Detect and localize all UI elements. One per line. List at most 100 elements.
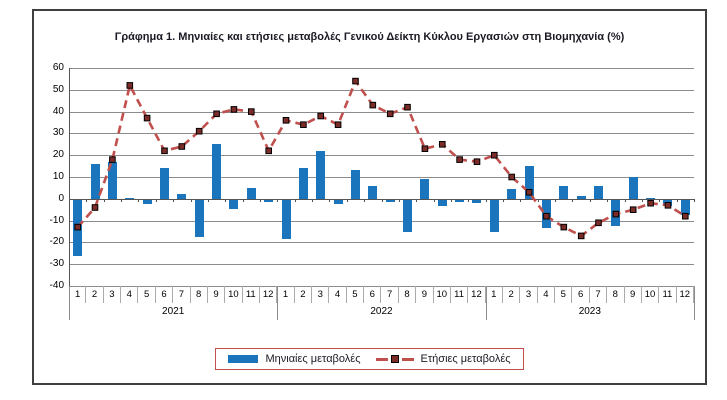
gridline [69,286,694,287]
axis-tick [225,198,227,202]
month-tick-label: 8 [399,286,417,303]
month-tick-label: 8 [607,286,625,303]
monthly-change-bar [646,197,656,199]
monthly-change-bar [437,199,447,207]
month-tick-label: 7 [173,286,191,303]
gridline [69,155,694,157]
axis-tick [207,198,209,202]
axis-tick [398,198,400,202]
axis-tick [485,198,487,202]
y-axis-tick-label: 60 [52,62,64,73]
month-tick-label: 4 [538,286,556,303]
axis-tick [659,198,661,202]
axis-tick [86,198,88,202]
y-axis-tick-label: 20 [52,149,64,161]
month-tick-label: 5 [138,286,156,303]
gridline [69,89,694,91]
annual-change-marker [421,145,429,153]
axis-tick [520,198,522,202]
axis-tick [641,198,643,202]
axis-tick [103,198,105,202]
axis-tick [364,198,366,202]
annual-change-marker [143,114,151,122]
monthly-change-bar [628,177,638,199]
month-tick-label: 7 [590,286,608,303]
annual-change-marker [629,206,637,213]
year-tick-label: 2022 [370,306,393,317]
monthly-change-bar [576,195,586,199]
monthly-change-bar [107,161,117,199]
monthly-change-bar [472,199,482,204]
monthly-change-bar [264,199,274,202]
annual-change-marker [369,101,377,109]
axis-tick [607,198,609,202]
annual-change-marker [334,121,342,129]
month-tick-label: 12 [468,286,486,303]
gridline [69,264,694,266]
year-separator-line [694,286,695,320]
axis-tick [381,198,383,202]
annual-change-marker [456,156,463,163]
gridline [69,68,694,69]
annual-change-marker [265,147,272,155]
annual-change-marker [178,143,186,150]
axis-tick [121,198,123,202]
month-tick-label: 6 [364,286,382,303]
monthly-change-bar [403,199,413,233]
axis-tick [694,198,695,202]
year-separator-line [277,286,279,320]
monthly-change-bar [611,199,621,226]
monthly-change-bar [229,199,239,209]
monthly-change-bar [541,199,551,229]
monthly-change-bar [246,187,256,199]
y-axis-line [69,68,70,286]
axis-tick [138,198,140,202]
month-tick-label: 2 [503,286,521,303]
axis-tick [433,198,435,202]
monthly-change-bar [333,199,343,205]
legend-dashed-line-icon [375,355,414,363]
month-tick-label: 11 [243,286,260,303]
month-tick-label: 5 [555,286,573,303]
annual-change-marker [282,117,290,124]
month-tick-label: 3 [520,286,538,303]
monthly-change-bar [507,188,517,199]
axis-tick [242,198,244,202]
month-tick-label: 7 [381,286,399,303]
axis-tick [259,198,261,202]
axis-tick [468,198,470,202]
axis-tick [537,198,539,202]
monthly-change-bar [368,185,378,199]
month-tick-label: 1 [486,286,503,303]
chart-legend: Μηνιαίες μεταβολές Ετήσιες μεταβολές [34,348,705,370]
annual-change-marker [473,158,481,166]
plot-area: 60 50 40 30 20 10 0 -10 -20 -30 -40 1 2 3 4 5 6 7 8 9 10 11 12… [50,62,695,320]
monthly-change-bar [298,168,308,199]
month-tick-label: 1 [277,286,295,303]
monthly-change-bar [281,199,291,240]
month-tick-label: 10 [225,286,243,303]
axis-tick [450,198,452,202]
year-tick-label: 2023 [578,306,601,317]
year-separator-line [485,286,487,320]
axis-tick [676,198,678,202]
axis-tick [329,198,331,202]
y-axis-tick-label: -40 [49,280,64,291]
month-tick-label: 2 [86,286,104,303]
monthly-change-bar [524,166,534,199]
month-tick-label: 12 [677,286,694,303]
month-tick-label: 1 [69,286,87,303]
year-separator-line [69,286,70,320]
monthly-change-bar [489,199,499,233]
gridline [69,133,694,135]
monthly-change-bar [212,144,222,199]
annual-change-marker [300,121,307,129]
monthly-change-bar [316,150,326,199]
month-tick-label: 9 [416,286,434,303]
year-tick-label: 2021 [162,306,185,317]
y-axis-tick-label: 50 [52,83,64,95]
axis-tick [346,198,348,202]
x-axis-year-labels: 2021 2022 2023 [69,304,694,320]
annual-change-marker [126,82,134,89]
monthly-change-bar [125,197,135,199]
